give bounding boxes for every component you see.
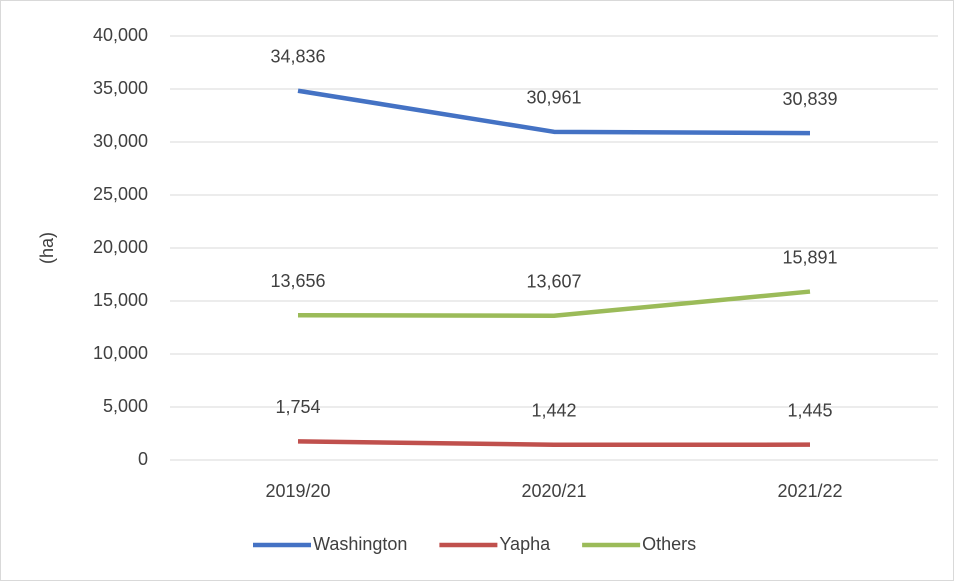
y-tick-label: 0 xyxy=(138,449,148,469)
y-tick-label: 5,000 xyxy=(103,396,148,416)
data-label: 30,839 xyxy=(782,89,837,109)
series-line xyxy=(297,439,811,447)
data-label: 1,442 xyxy=(531,400,576,420)
data-label: 13,656 xyxy=(270,271,325,291)
x-tick-label: 2021/22 xyxy=(777,481,842,501)
y-tick-label: 30,000 xyxy=(93,131,148,151)
x-tick-label: 2019/20 xyxy=(265,481,330,501)
y-tick-label: 40,000 xyxy=(93,25,148,45)
data-label: 30,961 xyxy=(526,88,581,108)
y-tick-label: 20,000 xyxy=(93,237,148,257)
y-tick-label: 10,000 xyxy=(93,343,148,363)
data-label: 13,607 xyxy=(526,272,581,292)
data-label: 15,891 xyxy=(782,247,837,267)
y-tick-label: 25,000 xyxy=(93,184,148,204)
data-label: 34,836 xyxy=(270,46,325,66)
legend-label: Washington xyxy=(313,534,407,554)
legend-label: Yapha xyxy=(499,534,551,554)
x-tick-label: 2020/21 xyxy=(521,481,586,501)
series-line xyxy=(297,289,811,319)
series-line xyxy=(297,88,811,136)
legend-label: Others xyxy=(642,534,696,554)
y-tick-label: 35,000 xyxy=(93,78,148,98)
data-label: 1,754 xyxy=(275,397,320,417)
y-tick-label: 15,000 xyxy=(93,290,148,310)
y-axis-label: (ha) xyxy=(37,232,57,264)
data-label: 1,445 xyxy=(787,400,832,420)
